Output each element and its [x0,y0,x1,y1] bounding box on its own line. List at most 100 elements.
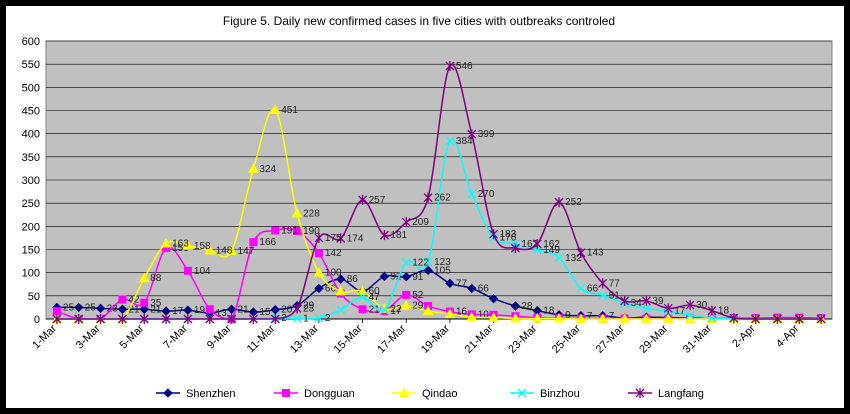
data-point [96,314,106,324]
data-point [226,304,237,314]
legend-label: Qindao [422,388,457,400]
data-point [336,274,346,284]
y-tick-label: 0 [34,314,40,326]
x-tick-label: 4-Apr [774,322,802,350]
line-chart: Figure 5. Daily new confirmed cases in f… [22,14,833,400]
data-point [204,244,216,255]
data-point [336,233,346,244]
data-label: 252 [565,197,582,208]
x-tick-label: 23-Mar [506,322,539,355]
data-point [467,189,477,199]
data-point [445,136,455,146]
x-tick-label: 19-Mar [419,322,452,355]
data-point [357,285,368,296]
data-point [379,305,389,315]
y-tick-label: 100 [22,268,40,280]
chart-title: Figure 5. Daily new confirmed cases in f… [223,14,615,28]
data-point [138,272,150,283]
data-label: 162 [543,239,560,250]
data-point [95,303,106,314]
y-tick-label: 250 [22,198,40,210]
data-label: 91 [412,272,424,283]
data-point [205,314,215,324]
legend-item-binzhou: Binzhou [510,388,580,400]
data-point [227,314,237,324]
data-point [248,314,258,324]
data-point [467,129,477,140]
x-tick-label: 15-Mar [332,322,365,355]
data-point [314,249,323,258]
data-point [314,283,324,294]
data-point [685,300,695,311]
data-point [74,314,84,324]
data-label: 163 [172,238,189,249]
x-tick-label: 17-Mar [375,322,408,355]
data-point [401,258,411,267]
data-point [531,313,543,323]
data-point [398,387,410,397]
data-label: 23 [303,303,315,314]
data-point [379,230,389,241]
data-label: 29 [303,301,315,312]
data-label: 174 [347,233,364,244]
data-point [532,238,542,249]
data-point [358,292,368,302]
data-point [598,278,608,289]
data-label: 2 [281,313,287,324]
data-label: 77 [456,278,468,289]
data-point [641,303,651,313]
x-tick-label: 9-Mar [205,322,234,351]
data-point [335,285,347,296]
data-point [751,314,761,324]
x-tick-label: 21-Mar [463,322,496,355]
data-point [641,313,652,323]
x-tick-label: 13-Mar [288,322,321,355]
data-label: 324 [259,164,276,175]
x-axis: 1-Mar 3-Mar 5-Mar 7-Mar 9-Mar 11-Mar 13-Mar 15-… [30,318,832,356]
data-point [510,301,521,311]
data-point [161,314,171,324]
data-label: 399 [478,129,495,140]
data-point [163,388,173,398]
data-label: 262 [434,193,451,204]
y-tick-label: 450 [22,106,40,118]
data-label: 18 [718,306,730,317]
legend-label: Binzhou [540,388,580,400]
data-label: 104 [194,266,211,277]
data-point [554,253,564,263]
data-point [729,313,739,324]
y-tick-label: 300 [22,175,40,187]
data-label: 142 [325,248,342,259]
data-point [445,61,455,72]
x-tick-label: 3-Mar [74,322,103,351]
data-label: 451 [281,105,298,116]
data-label: 1 [303,314,309,325]
data-point [74,302,84,313]
data-point [270,314,280,324]
data-point [467,283,477,294]
data-label: 191 [281,226,298,237]
data-point [139,314,149,324]
data-label: 52 [412,290,424,301]
data-label: 148 [216,245,233,256]
x-tick-label: 7-Mar [161,322,190,351]
data-point [423,265,433,276]
data-point [444,308,456,318]
data-label: 384 [456,136,473,147]
data-label: 29 [412,301,424,312]
data-point [488,293,499,304]
data-label: 66 [587,283,599,294]
data-label: 546 [456,61,473,72]
data-point [684,313,696,323]
data-label: 9 [565,310,571,321]
data-point [118,295,127,304]
data-point [282,389,290,397]
data-point [466,311,478,322]
data-label: 147 [238,246,255,257]
data-point [292,314,302,323]
data-point [270,305,280,315]
data-point [635,388,645,398]
data-label: 18 [543,306,555,317]
data-label: 175 [325,233,342,244]
